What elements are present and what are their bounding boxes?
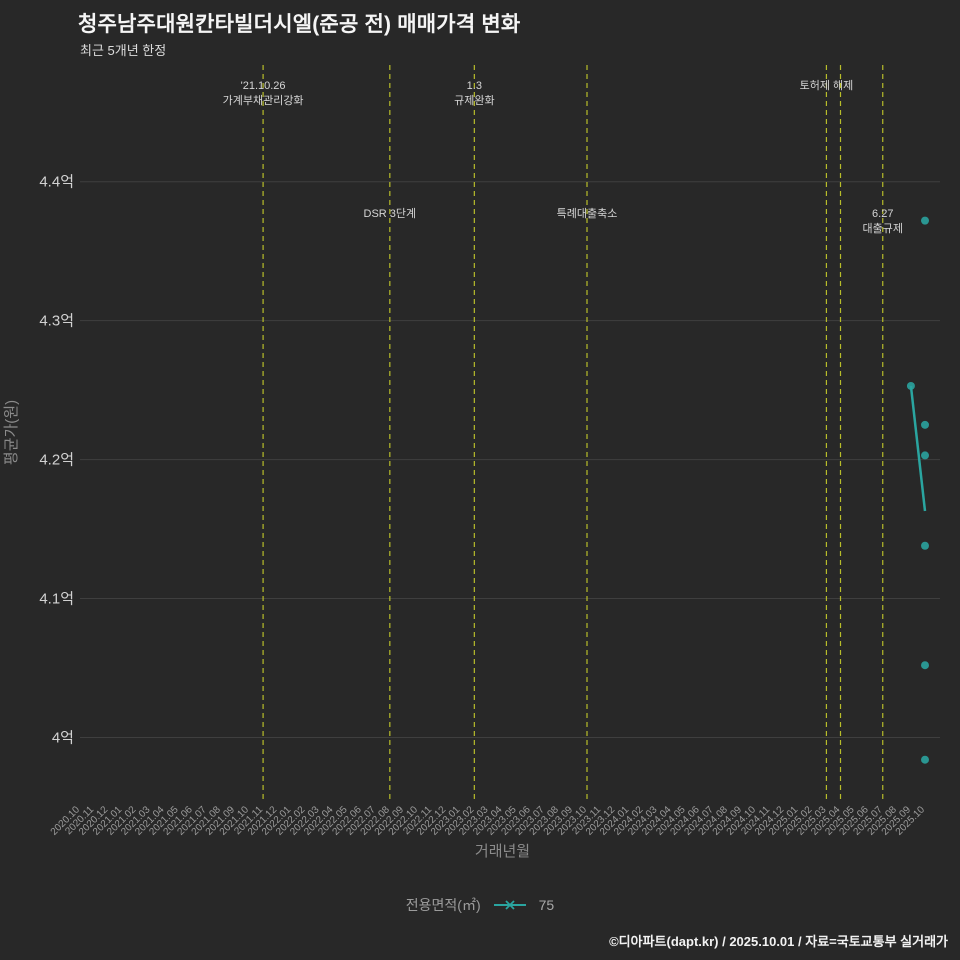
data-point[interactable]	[921, 216, 929, 225]
data-point[interactable]	[921, 661, 929, 670]
legend-series-name: 75	[538, 897, 555, 913]
page-title: 청주남주대원칸타빌더시엘(준공 전) 매매가격 변화	[78, 13, 521, 36]
x-axis-label: 거래년월	[475, 843, 530, 860]
event-label: DSR 3단계	[364, 207, 417, 220]
event-label: 규제완화	[454, 94, 494, 107]
data-point[interactable]	[921, 541, 929, 550]
legend: 전용면적(㎡) 75	[0, 895, 960, 915]
event-label: 토허제 해제	[800, 78, 854, 92]
event-label: 특례대출축소	[557, 207, 618, 220]
y-tick-label: 4억	[52, 729, 74, 746]
data-point[interactable]	[921, 451, 929, 460]
data-point[interactable]	[921, 755, 929, 764]
event-label: 6.27	[872, 208, 893, 220]
y-tick-label: 4.4억	[39, 174, 74, 191]
y-axis-label: 평균가(원)	[3, 400, 20, 465]
event-label: 가계부채관리강화	[223, 94, 304, 107]
price-chart: 4.4억4.3억4.2억4.1억4억2020.102020.112020.122…	[3, 65, 940, 860]
legend-line-x-marker-icon	[493, 900, 526, 910]
trend-line	[909, 385, 927, 512]
y-tick-label: 4.1억	[39, 591, 74, 608]
event-label: 대출규제	[863, 222, 903, 235]
copyright-footer: ©디아파트(dapt.kr) / 2025.10.01 / 자료=국토교통부 실…	[609, 934, 948, 949]
data-point[interactable]	[921, 420, 929, 429]
event-label: 1.3	[467, 80, 482, 92]
event-label: '21.10.26	[241, 80, 286, 92]
y-tick-label: 4.3억	[39, 313, 74, 330]
page-subtitle: 최근 5개년 한정	[80, 43, 167, 58]
y-tick-label: 4.2억	[39, 452, 74, 469]
legend-label: 전용면적(㎡)	[405, 897, 481, 913]
